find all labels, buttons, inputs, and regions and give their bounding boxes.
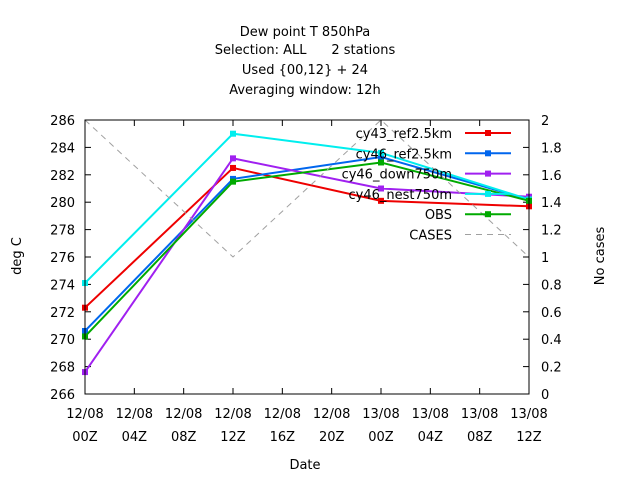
legend-label-cases: CASES xyxy=(409,229,452,244)
x-tick-label-hour: 12Z xyxy=(220,430,246,445)
data-point-obs xyxy=(230,178,236,185)
x-tick-label-date: 12/08 xyxy=(313,407,350,422)
data-point-cy46-down750m xyxy=(230,155,236,162)
series-line-cy46-nest750m xyxy=(84,132,530,284)
y-tick-label: 272 xyxy=(50,306,75,321)
y2-tick-label: 1 xyxy=(541,251,549,266)
legend-marker-cy46-down750m xyxy=(485,170,491,177)
y2-tick-label: 1.2 xyxy=(541,224,562,239)
x-tick-label-date: 13/08 xyxy=(510,407,547,422)
legend-marker-cy43-ref2-5km xyxy=(485,130,491,136)
y-tick-label: 278 xyxy=(50,224,75,239)
y2-tick-label: 0.8 xyxy=(541,278,562,293)
data-point-cy46-nest750m xyxy=(378,149,384,156)
x-tick-label-hour: 04Z xyxy=(418,430,444,445)
y-tick-label: 276 xyxy=(50,251,75,266)
series-line-cy46-down750m xyxy=(84,157,530,373)
y2-tick-label: 2 xyxy=(541,114,549,129)
x-axis-label: Date xyxy=(289,458,320,473)
y-tick-label: 268 xyxy=(50,361,75,376)
y-tick-label: 284 xyxy=(50,141,75,156)
x-tick-label-date: 13/08 xyxy=(362,407,399,422)
y2-axis-label: No cases xyxy=(593,227,608,286)
legend-label-cy46-down750m: cy46_down750m xyxy=(342,168,452,183)
y-tick-label: 286 xyxy=(50,114,75,129)
y-axis-label: deg C xyxy=(10,237,25,275)
legend-label-cy43-ref2-5km: cy43_ref2.5km xyxy=(356,127,452,142)
plot-series xyxy=(82,119,532,376)
y2-tick-label: 1.6 xyxy=(541,169,562,184)
data-point-cy46-ref2-5km xyxy=(378,153,384,160)
y2-tick-label: 1.8 xyxy=(541,141,562,156)
y-tick-label: 280 xyxy=(50,196,75,211)
x-tick-label-hour: 12Z xyxy=(516,430,542,445)
legend-label-cy46-nest750m: cy46_nest750m xyxy=(349,188,452,203)
x-tick-label-hour: 20Z xyxy=(319,430,345,445)
y2-tick-label: 1.4 xyxy=(541,196,562,211)
series-line-obs xyxy=(84,161,530,338)
y-tick-label: 274 xyxy=(50,278,75,293)
data-point-obs xyxy=(378,159,384,166)
legend-marker-cy46-nest750m xyxy=(485,190,491,197)
x-tick-label-hour: 08Z xyxy=(467,430,493,445)
series-line-cases xyxy=(84,119,530,258)
y2-tick-label: 0.2 xyxy=(541,361,562,376)
x-tick-label-hour: 08Z xyxy=(171,430,197,445)
series-line-cy43-ref2-5km xyxy=(84,166,530,309)
axis-ticks: 266 268 270 272 274 276 278 280 282 284 286 0 0.2 0.4… xyxy=(50,114,562,445)
y2-tick-label: 0 xyxy=(541,388,549,403)
chart-subtitle-line-1: Selection: ALL 2 stations xyxy=(215,43,396,58)
x-tick-label-date: 12/08 xyxy=(264,407,301,422)
y2-tick-label: 0.6 xyxy=(541,306,562,321)
data-point-cy43-ref2-5km xyxy=(378,197,384,204)
x-tick-label-date: 13/08 xyxy=(412,407,449,422)
data-point-cy46-down750m xyxy=(378,185,384,192)
legend-marker-obs xyxy=(485,211,491,218)
x-tick-label-hour: 04Z xyxy=(122,430,148,445)
x-tick-label-date: 12/08 xyxy=(116,407,153,422)
x-tick-label-date: 13/08 xyxy=(461,407,498,422)
legend-marker-cy46-ref2-5km xyxy=(485,150,491,157)
legend-label-obs: OBS xyxy=(425,208,452,223)
x-tick-label-hour: 16Z xyxy=(270,430,296,445)
legend: cy43_ref2.5km cy46_ref2.5km cy46_down750mc… xyxy=(342,127,511,244)
x-tick-label-hour: 00Z xyxy=(72,430,98,445)
x-tick-label-date: 12/08 xyxy=(66,407,103,422)
series-line-cy46-ref2-5km xyxy=(84,155,530,332)
y-tick-label: 270 xyxy=(50,333,75,348)
chart-title: Dew point T 850hPa xyxy=(240,25,370,40)
legend-label-cy46-ref2-5km: cy46_ref2.5km xyxy=(356,147,452,162)
data-point-cy43-ref2-5km xyxy=(230,164,236,171)
y-tick-label: 282 xyxy=(50,169,75,184)
chart-subtitle-line-2: Used {00,12} + 24 xyxy=(242,63,368,78)
y-tick-label: 266 xyxy=(50,388,75,403)
x-tick-label-date: 12/08 xyxy=(165,407,202,422)
plot-frame xyxy=(84,119,530,395)
x-tick-label-hour: 00Z xyxy=(368,430,394,445)
chart-subtitle-line-3: Averaging window: 12h xyxy=(229,83,381,98)
x-tick-label-date: 12/08 xyxy=(214,407,251,422)
y2-tick-label: 0.4 xyxy=(541,333,562,348)
data-point-cy46-nest750m xyxy=(230,130,236,137)
